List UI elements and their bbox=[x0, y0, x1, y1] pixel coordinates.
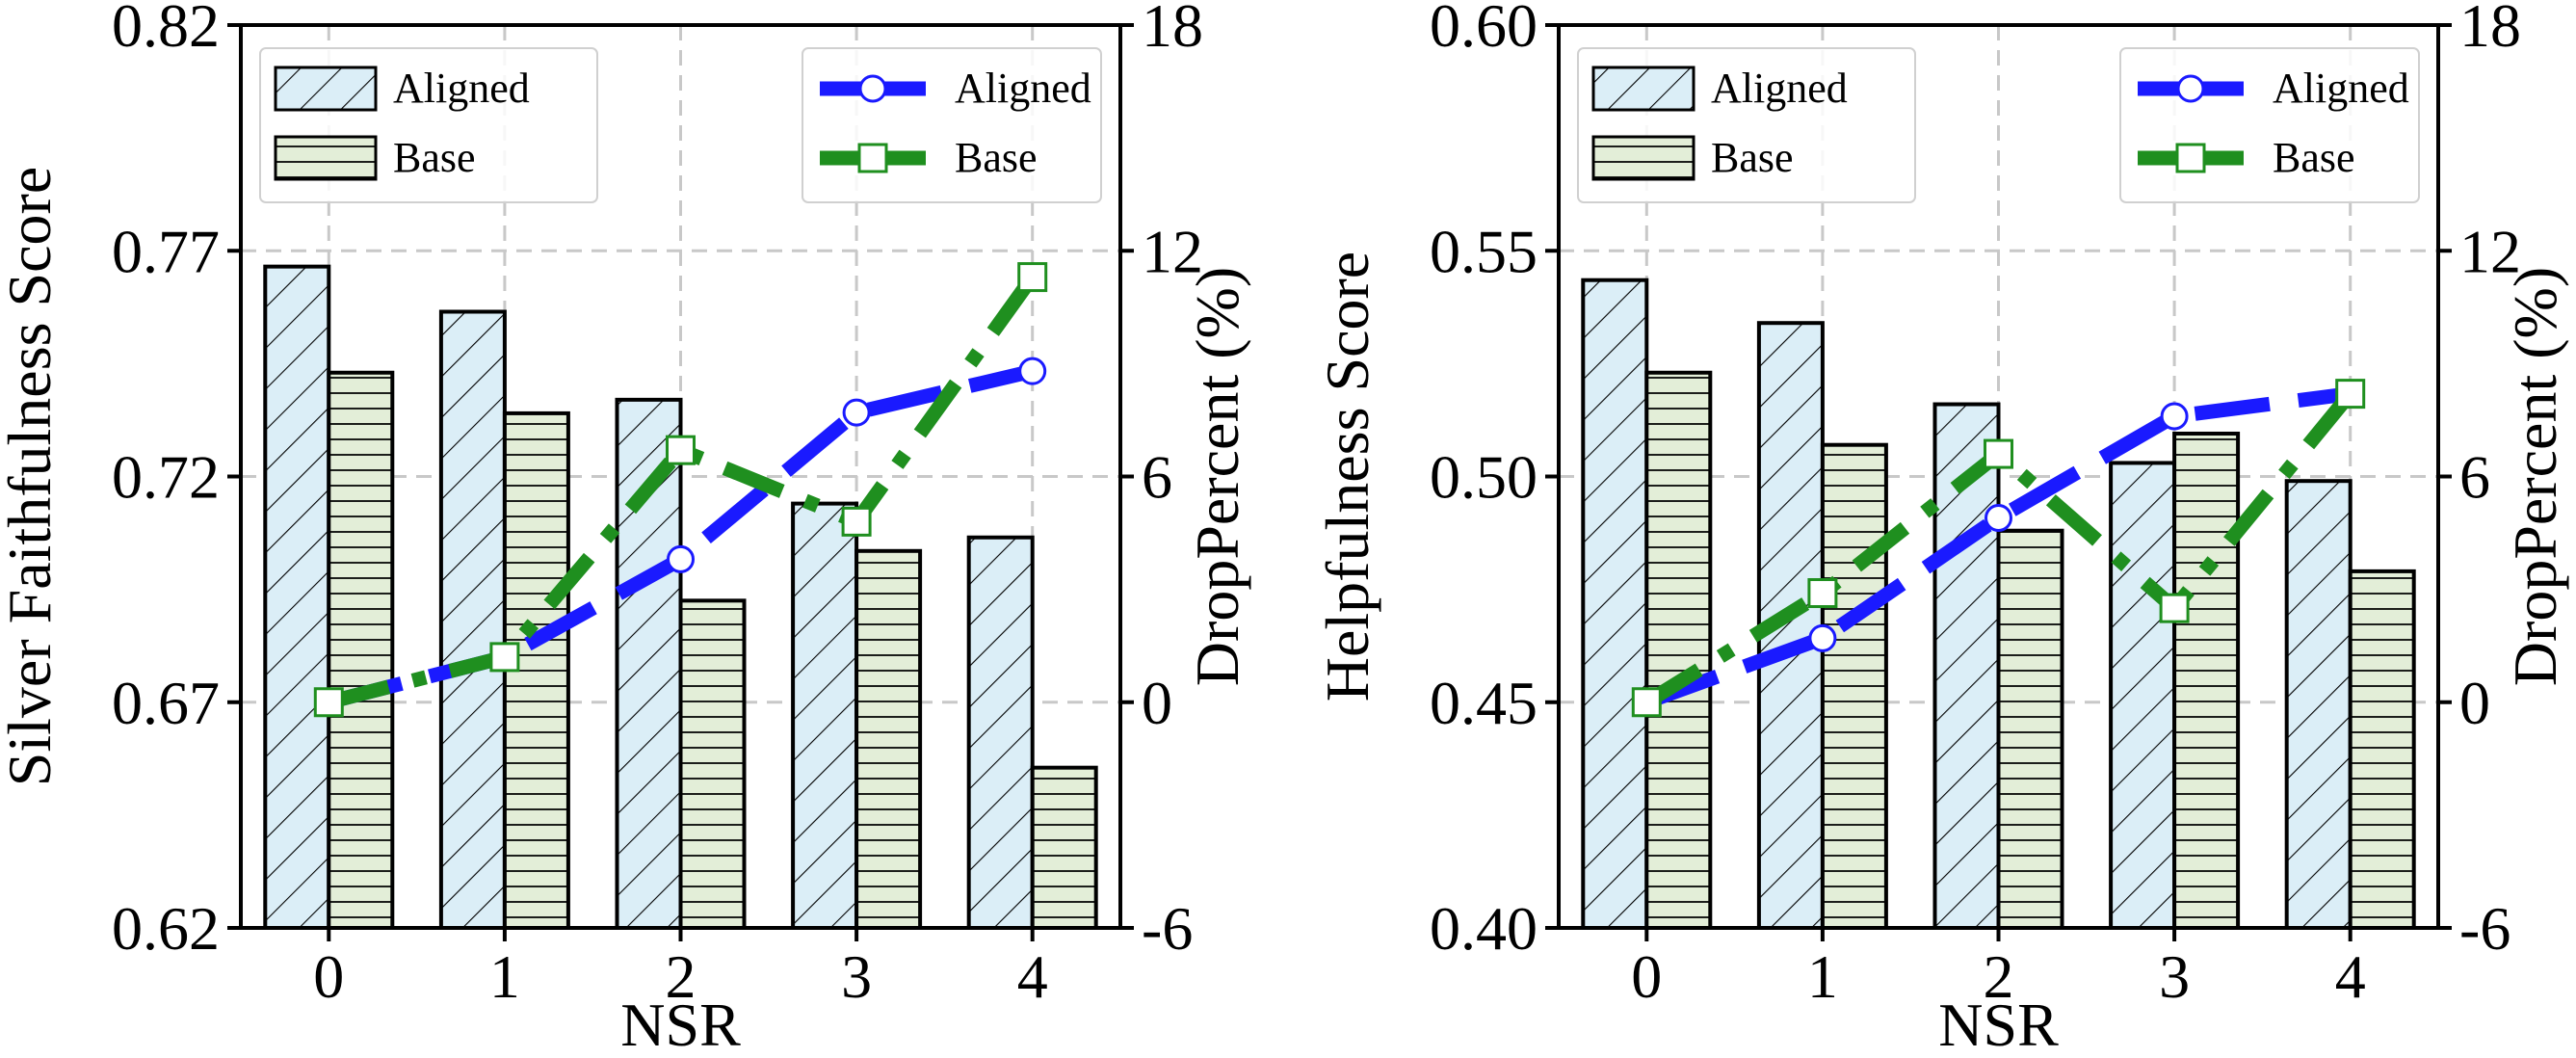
bar-base-2 bbox=[678, 598, 747, 931]
y2-tick-label: 6 bbox=[2459, 443, 2490, 512]
bar-aligned-1 bbox=[438, 309, 507, 930]
y2-tick-label: 6 bbox=[1142, 443, 1172, 512]
marker-aligned-3 bbox=[842, 398, 871, 427]
bar-aligned-0 bbox=[1581, 278, 1649, 930]
x-tick-label: 2 bbox=[1984, 942, 2014, 1011]
legend-bars: Aligned Base bbox=[1577, 47, 1916, 203]
y-tick-label: 0.77 bbox=[112, 217, 220, 285]
y-tick-label: 0.45 bbox=[1430, 669, 1538, 737]
y-tick-label: 0.40 bbox=[1430, 894, 1538, 963]
bar-aligned-2 bbox=[1932, 402, 2001, 931]
y-tick-label: 0.55 bbox=[1430, 217, 1538, 285]
x-axis-label: NSR bbox=[620, 991, 741, 1058]
legend-label-aligned-line: Aligned bbox=[2273, 65, 2409, 112]
legend-marker-aligned bbox=[858, 74, 887, 103]
legend-marker-base bbox=[857, 143, 888, 173]
marker-aligned-3 bbox=[2160, 402, 2189, 431]
line-aligned bbox=[1643, 386, 2352, 709]
marker-base-2 bbox=[666, 435, 696, 465]
marker-base-4 bbox=[2335, 379, 2366, 410]
y-tick-label: 0.50 bbox=[1430, 443, 1538, 512]
marker-base-1 bbox=[1807, 578, 1838, 609]
y2-tick-label: 0 bbox=[2459, 669, 2490, 737]
y-axis-label: Silver Faithfulness Score bbox=[0, 167, 64, 786]
marker-base-3 bbox=[2159, 593, 2190, 623]
y-tick-label: 0.72 bbox=[112, 443, 220, 512]
x-tick-label: 0 bbox=[1631, 942, 1662, 1011]
legend-label-aligned-bar: Aligned bbox=[393, 65, 530, 112]
legend-swatch-aligned-bar bbox=[1591, 66, 1695, 112]
bar-aligned-4 bbox=[2284, 479, 2353, 930]
bar-aligned-3 bbox=[791, 501, 859, 930]
legend-swatch-base-bar bbox=[274, 135, 378, 181]
x-tick-label: 0 bbox=[313, 942, 344, 1011]
bar-base-0 bbox=[1644, 370, 1713, 930]
y2-tick-label: 0 bbox=[1142, 669, 1172, 737]
legend-bars: Aligned Base bbox=[259, 47, 598, 203]
bar-base-0 bbox=[327, 370, 395, 930]
legend-label-base-bar: Base bbox=[1711, 134, 1794, 181]
y2-axis-label: DropPercent (%) bbox=[1183, 267, 1251, 686]
y-tick-label: 0.60 bbox=[1430, 0, 1538, 60]
y2-tick-label: 18 bbox=[2459, 0, 2521, 60]
marker-base-1 bbox=[489, 642, 520, 673]
y-tick-label: 0.82 bbox=[112, 0, 220, 60]
y2-tick-label: 18 bbox=[1142, 0, 1203, 60]
legend-label-base-line: Base bbox=[955, 134, 1038, 181]
bar-aligned-0 bbox=[263, 264, 331, 930]
legend-swatch-base-bar bbox=[1591, 135, 1695, 181]
x-tick-label: 4 bbox=[1017, 942, 1048, 1011]
bar-aligned-3 bbox=[2109, 461, 2177, 930]
marker-aligned-2 bbox=[667, 544, 695, 573]
x-tick-label: 1 bbox=[1807, 942, 1838, 1011]
x-axis-label: NSR bbox=[1938, 991, 2059, 1058]
marker-aligned-4 bbox=[1018, 357, 1047, 385]
y2-tick-label: 12 bbox=[2459, 217, 2521, 285]
bar-base-3 bbox=[2172, 431, 2241, 930]
marker-base-2 bbox=[1984, 438, 2013, 469]
bar-base-3 bbox=[854, 548, 923, 930]
legend-label-base-bar: Base bbox=[393, 134, 476, 181]
y2-axis-label: DropPercent (%) bbox=[2501, 267, 2569, 686]
legend-label-aligned-bar: Aligned bbox=[1711, 65, 1848, 112]
marker-base-0 bbox=[1631, 687, 1662, 718]
y2-tick-label: -6 bbox=[1142, 894, 1193, 963]
marker-aligned-2 bbox=[1985, 503, 2012, 532]
legend-swatch-aligned-bar bbox=[274, 66, 378, 112]
y-axis-label: Helpfulness Score bbox=[1313, 251, 1381, 701]
x-tick-label: 3 bbox=[2159, 942, 2190, 1011]
marker-base-3 bbox=[841, 506, 872, 537]
x-tick-label: 3 bbox=[841, 942, 872, 1011]
x-tick-label: 1 bbox=[489, 942, 520, 1011]
y2-tick-label: -6 bbox=[2459, 894, 2510, 963]
marker-base-0 bbox=[313, 687, 344, 718]
marker-aligned-1 bbox=[1808, 623, 1837, 652]
bar-base-4 bbox=[2348, 569, 2416, 930]
x-tick-label: 4 bbox=[2335, 942, 2366, 1011]
legend-marker-base bbox=[2175, 143, 2206, 173]
x-tick-label: 2 bbox=[666, 942, 697, 1011]
legend-lines: Aligned Base bbox=[2119, 47, 2420, 203]
legend-marker-aligned bbox=[2176, 74, 2205, 103]
legend-label-aligned-line: Aligned bbox=[955, 65, 1091, 112]
legend-label-base-line: Base bbox=[2273, 134, 2355, 181]
legend-lines: Aligned Base bbox=[802, 47, 1102, 203]
marker-base-4 bbox=[1017, 262, 1048, 293]
y-tick-label: 0.62 bbox=[112, 894, 220, 963]
bar-base-4 bbox=[1030, 765, 1098, 930]
y-tick-label: 0.67 bbox=[112, 669, 220, 737]
y2-tick-label: 12 bbox=[1142, 217, 1203, 285]
bar-base-2 bbox=[1996, 528, 2064, 930]
bar-base-1 bbox=[1820, 442, 1888, 930]
bar-aligned-4 bbox=[966, 535, 1035, 930]
